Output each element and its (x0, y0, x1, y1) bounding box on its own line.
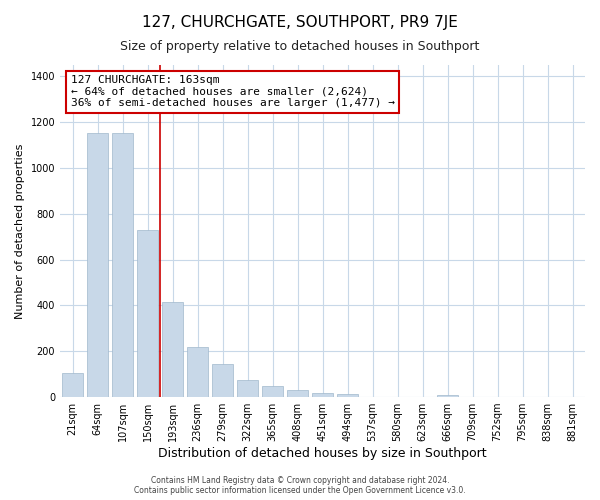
Bar (112, 132, 133, 397)
Text: 127 CHURCHGATE: 163sqm
← 64% of detached houses are smaller (2,624)
36% of semi-: 127 CHURCHGATE: 163sqm ← 64% of detached… (71, 75, 395, 108)
Bar (312, 393, 333, 397)
Bar (137, 230, 158, 397)
Bar (262, 386, 283, 397)
Text: 127, CHURCHGATE, SOUTHPORT, PR9 7JE: 127, CHURCHGATE, SOUTHPORT, PR9 7JE (142, 15, 458, 30)
Text: Contains HM Land Registry data © Crown copyright and database right 2024.
Contai: Contains HM Land Registry data © Crown c… (134, 476, 466, 495)
Text: Size of property relative to detached houses in Southport: Size of property relative to detached ho… (121, 40, 479, 53)
Bar (162, 302, 183, 397)
Bar (212, 364, 233, 397)
Bar (187, 346, 208, 397)
Bar (287, 390, 308, 397)
X-axis label: Distribution of detached houses by size in Southport: Distribution of detached houses by size … (158, 447, 487, 460)
Bar (87, 132, 108, 397)
Bar (237, 380, 258, 397)
Y-axis label: Number of detached properties: Number of detached properties (15, 144, 25, 318)
Bar (437, 395, 458, 397)
Bar (337, 394, 358, 397)
Bar (62, 373, 83, 397)
